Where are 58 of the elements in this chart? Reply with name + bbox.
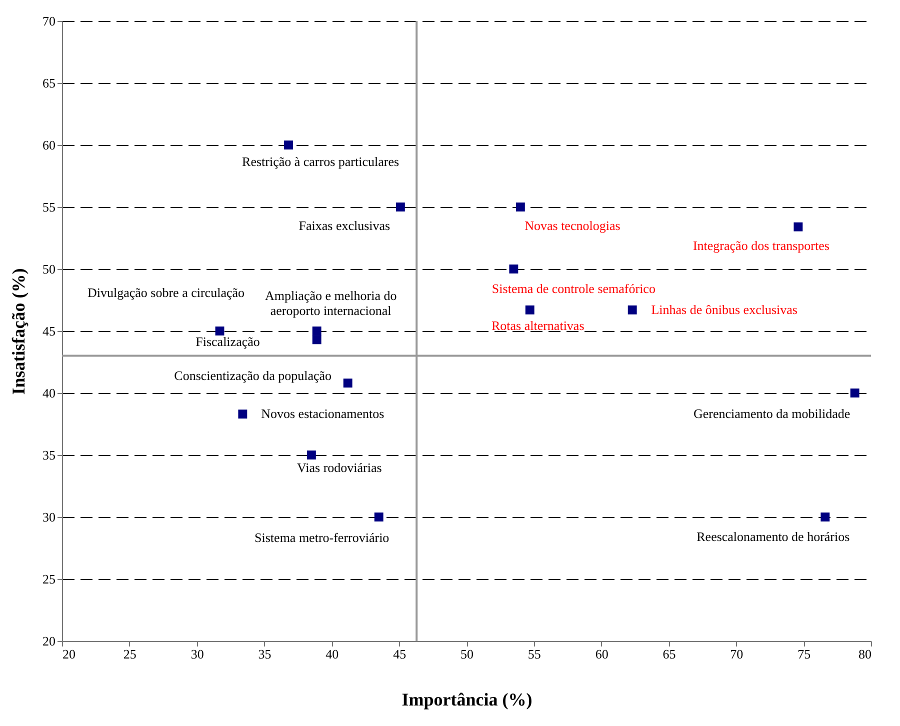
annotation: Vias rodoviárias [297, 460, 382, 475]
y-tick-label: 25 [42, 572, 56, 586]
y-tick-label: 35 [42, 448, 56, 462]
point [374, 512, 384, 522]
y-tick-label: 20 [42, 634, 56, 648]
x-tick-label: 55 [528, 646, 541, 662]
annotation: Reescalonamento de horários [696, 529, 850, 544]
x-tick-label: 30 [190, 646, 204, 662]
y-tick-label: 55 [42, 200, 56, 214]
y-tick-label: 50 [42, 262, 56, 276]
x-tick-label: 50 [460, 646, 474, 662]
point [516, 202, 525, 212]
annotation: Sistema metro-ferroviário [254, 530, 390, 545]
annotation: Restrição à carros particulares [242, 154, 400, 169]
y-tick-label: 40 [42, 386, 56, 400]
annotation: Divulgação sobre a circulação [87, 285, 245, 300]
annotation: Gerenciamento da mobilidade [693, 406, 850, 421]
point [238, 410, 248, 419]
annotation: Faixas exclusivas [298, 218, 390, 233]
point [794, 222, 803, 232]
x-tick-label: 45 [393, 646, 406, 662]
point [284, 140, 293, 150]
x-tick-label: 70 [730, 646, 744, 662]
point [509, 264, 518, 274]
x-tick-label: 40 [326, 646, 339, 662]
y-tick-label: 70 [42, 14, 56, 28]
annotation: Ampliação e melhoria do aeroporto internacional [264, 288, 397, 318]
annotation: Conscientização da população [174, 368, 332, 384]
x-tick-label: 20 [62, 646, 76, 662]
x-tick-label: 65 [662, 646, 676, 662]
point [215, 326, 224, 336]
point [525, 305, 534, 314]
point [850, 388, 860, 398]
annotation: Sistema de controle semafórico [492, 281, 656, 296]
x-tick-label: 60 [595, 646, 608, 662]
annotation: Linhas de ônibus exclusivas [651, 302, 798, 317]
point [628, 305, 637, 314]
annotation: Fiscalização [196, 334, 260, 349]
point [343, 378, 352, 388]
y-tick-label: 30 [42, 510, 56, 524]
annotation: Novos estacionamentos [261, 406, 384, 422]
point [396, 202, 405, 212]
x-tick-label: 80 [858, 646, 872, 662]
x-axis-title: Importância (%) [402, 690, 532, 710]
point [820, 512, 830, 522]
annotation: Rotas alternativas [491, 318, 584, 333]
point [306, 450, 316, 460]
y-tick-label: 60 [42, 138, 56, 152]
point [312, 326, 322, 336]
annotation: Novas tecnologias [524, 218, 620, 233]
y-tick-label: 45 [42, 324, 56, 338]
point [312, 335, 322, 344]
y-tick-label: 65 [42, 76, 56, 90]
y-axis-title: Insatisfação (%) [8, 268, 28, 395]
x-tick-label: 75 [798, 646, 811, 662]
annotation: Integração dos transportes [692, 238, 830, 253]
x-tick-label: 25 [123, 646, 136, 662]
x-tick-label: 35 [258, 646, 272, 662]
